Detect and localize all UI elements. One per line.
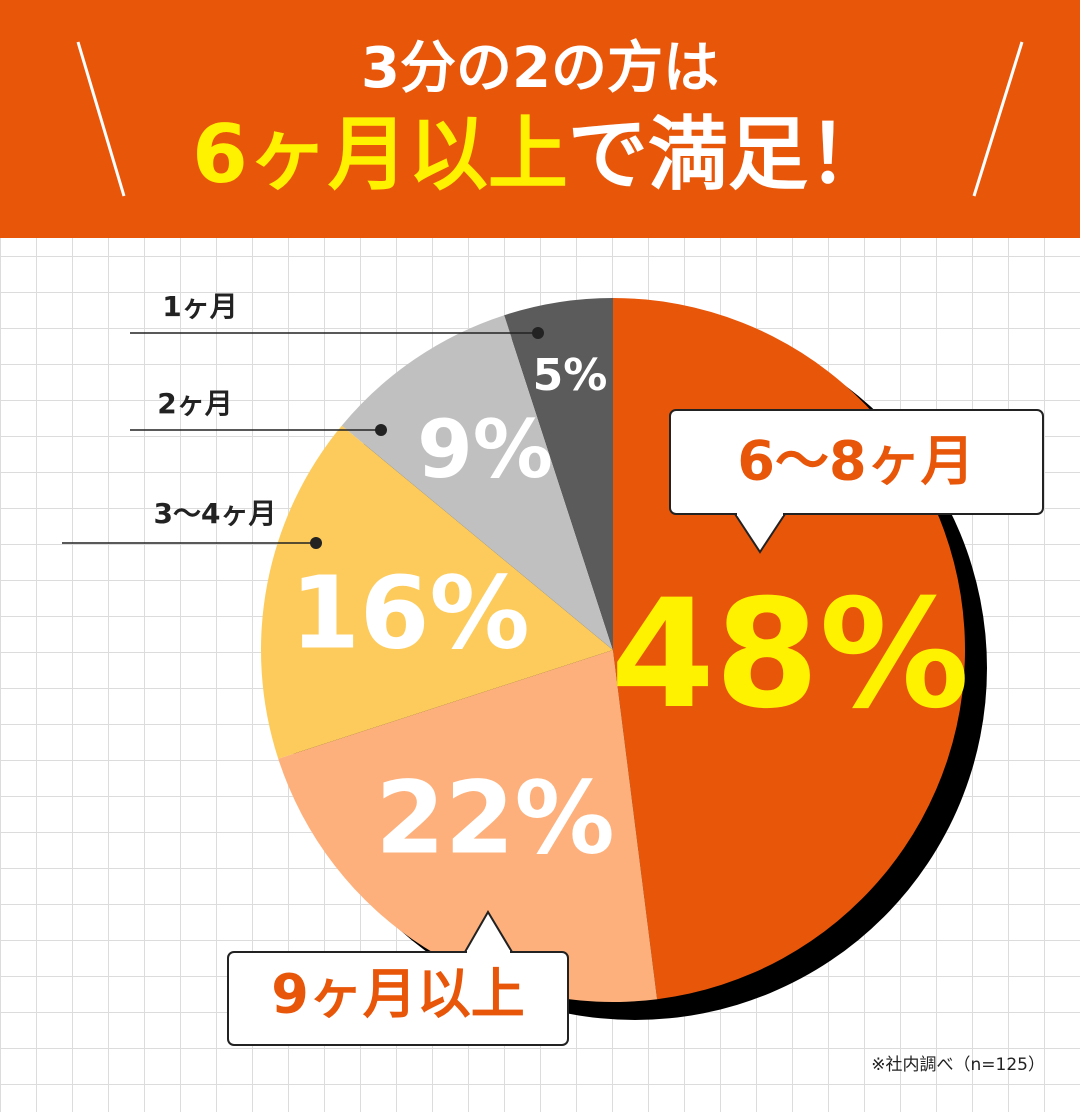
value-label: 5% (533, 350, 608, 401)
pie-slice (504, 298, 613, 650)
leader-dot (375, 424, 387, 436)
header-slash (76, 41, 126, 197)
leader-dot (532, 327, 544, 339)
pie-slice (278, 650, 658, 1002)
pie-slice (261, 425, 613, 759)
header-band (0, 0, 1080, 238)
leader-dot (310, 537, 322, 549)
title-rest: で満足！ (568, 108, 888, 201)
value-label: 22% (375, 759, 614, 876)
category-label: 6〜8ヶ月 (737, 430, 974, 493)
category-label: 9ヶ月以上 (271, 963, 525, 1026)
header-slash (972, 41, 1024, 197)
chart-title: 3分の2の方は (361, 36, 719, 101)
chart-title-line2: 6ヶ月以上で満足！ (192, 108, 888, 201)
callout-box (227, 951, 569, 1046)
pie-slice (341, 315, 613, 650)
value-label: 16% (290, 554, 529, 671)
title-highlight: 6ヶ月以上 (192, 108, 568, 201)
annotation: ※社内調べ（n=125） (871, 1055, 1045, 1075)
category-label: 2ヶ月 (157, 387, 232, 420)
value-label: 48% (610, 568, 969, 742)
value-label: 9% (417, 403, 553, 496)
category-label: 3〜4ヶ月 (154, 497, 277, 530)
callout-box (669, 409, 1044, 515)
category-label: 1ヶ月 (162, 290, 237, 323)
